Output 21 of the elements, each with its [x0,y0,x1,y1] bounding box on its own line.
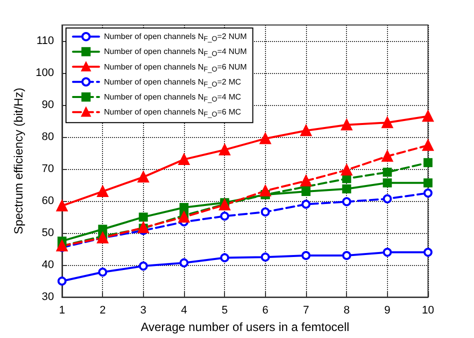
x-tick-label: 3 [140,304,146,317]
x-axis-title: Average number of users in a femtocell [140,320,350,334]
y-tick-label: 90 [42,99,54,112]
y-tick-label: 100 [36,67,54,80]
x-tick-label: 8 [344,304,350,317]
y-tick-label: 60 [42,195,54,208]
y-tick-label: 40 [42,259,54,272]
y-axis-title: Spectrum efficiency (bit/Hz) [12,88,26,234]
y-tick-label: 50 [42,227,54,240]
x-tick-label: 6 [262,304,268,317]
x-tick-label: 2 [100,304,106,317]
x-tick-label: 4 [180,304,188,317]
x-tick-label: 10 [422,304,434,317]
x-tick-label: 5 [222,304,228,317]
x-tick-label: 1 [58,304,66,317]
y-tick-label: 30 [42,291,54,304]
y-tick-label: 80 [42,131,54,144]
y-tick-label: 110 [36,35,54,48]
y-tick-label: 70 [42,163,54,176]
x-tick-label: 7 [302,304,310,317]
x-tick-label: 9 [384,304,390,317]
